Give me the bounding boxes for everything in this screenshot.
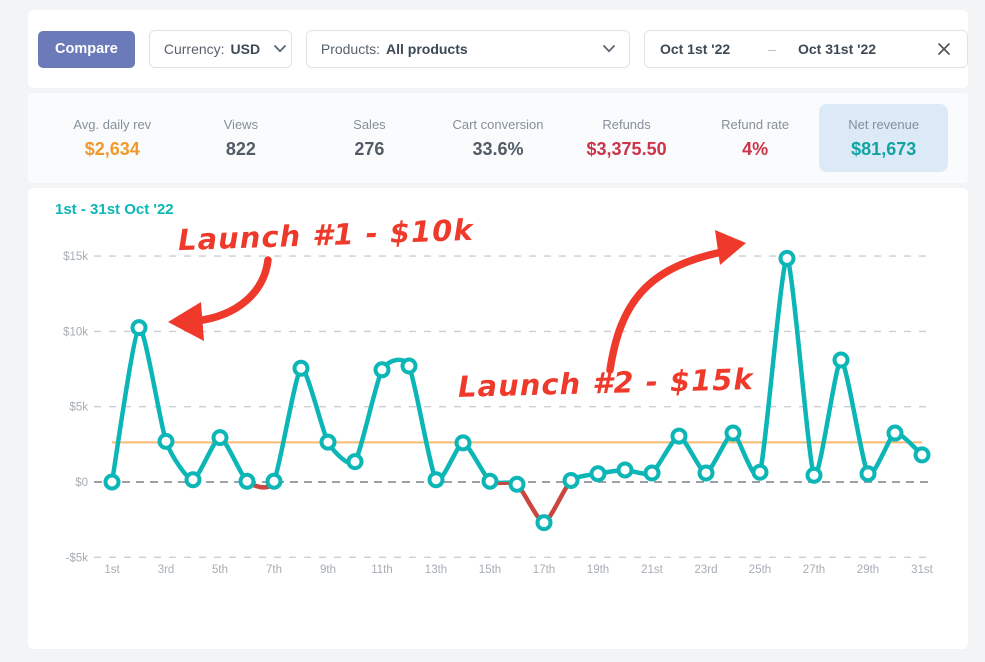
y-axis-tick-label: $5k xyxy=(69,402,88,414)
close-icon[interactable] xyxy=(933,38,955,60)
data-point-marker[interactable] xyxy=(589,465,607,483)
annotation-arrow-2 xyxy=(606,248,726,374)
stat-views[interactable]: Views 822 xyxy=(177,93,306,183)
currency-label: Currency: xyxy=(163,41,225,57)
x-axis-tick-label: 5th xyxy=(212,564,228,576)
stat-net-revenue[interactable]: Net revenue $81,673 xyxy=(819,104,948,172)
chart-title: 1st - 31st Oct '22 xyxy=(55,201,174,218)
x-axis-tick-label: 7th xyxy=(266,564,282,576)
revenue-chart-card: $15k $10k $5k $0 -$5k 1st 3rd 5th 7th 9th 11th 13th… xyxy=(28,188,968,649)
currency-value: USD xyxy=(230,41,261,57)
annotation-arrowhead-1 xyxy=(168,302,204,341)
x-axis-tick-label: 19th xyxy=(587,564,609,576)
data-point-marker[interactable] xyxy=(130,319,148,337)
data-point-marker[interactable] xyxy=(886,424,904,442)
stat-value: 276 xyxy=(354,138,385,159)
date-range-end: Oct 31st '22 xyxy=(798,41,877,57)
x-axis-tick-label: 31st xyxy=(911,564,934,576)
date-range-picker[interactable]: Oct 1st '22 – Oct 31st '22 xyxy=(643,30,968,68)
date-range-start: Oct 1st '22 xyxy=(659,41,731,57)
x-axis-tick-label: 21st xyxy=(641,564,664,576)
y-axis-tick-label: $0 xyxy=(75,477,88,489)
chevron-down-icon xyxy=(603,45,615,53)
chevron-down-icon xyxy=(274,45,287,53)
products-label: Products: xyxy=(320,41,380,57)
x-axis-tick-label: 29th xyxy=(857,564,879,576)
x-axis-tick-label: 17th xyxy=(533,564,555,576)
data-point-marker[interactable] xyxy=(616,461,634,479)
x-axis-tick-label: 23rd xyxy=(694,564,717,576)
data-point-marker[interactable] xyxy=(319,433,337,451)
data-point-marker[interactable] xyxy=(751,463,769,481)
data-point-marker[interactable] xyxy=(670,427,688,445)
data-point-marker[interactable] xyxy=(643,464,661,482)
stat-value: $81,673 xyxy=(851,138,917,159)
data-point-marker[interactable] xyxy=(400,357,418,375)
y-axis-tick-label: $15k xyxy=(63,251,88,263)
y-axis-tick-label: -$5k xyxy=(66,552,89,564)
products-select[interactable]: Products: All products xyxy=(305,30,630,68)
stats-summary-bar: Avg. daily rev $2,634 Views 822 Sales 27… xyxy=(28,93,968,183)
stat-value: 4% xyxy=(742,138,769,159)
data-point-marker[interactable] xyxy=(292,359,310,377)
stat-label: Refund rate xyxy=(721,116,790,132)
stat-label: Refunds xyxy=(602,116,651,132)
data-point-marker[interactable] xyxy=(913,446,931,464)
x-axis-tick-label: 27th xyxy=(803,564,825,576)
data-point-marker[interactable] xyxy=(157,432,175,450)
data-point-marker[interactable] xyxy=(805,466,823,484)
currency-select[interactable]: Currency: USD xyxy=(148,30,292,68)
stat-sales[interactable]: Sales 276 xyxy=(305,93,434,183)
stat-label: Sales xyxy=(353,116,386,132)
data-point-marker[interactable] xyxy=(427,471,445,489)
data-point-marker[interactable] xyxy=(238,472,256,490)
x-axis-tick-label: 3rd xyxy=(158,564,175,576)
stat-label: Views xyxy=(223,116,259,132)
filters-toolbar: Compare Currency: USD Products: All prod… xyxy=(28,10,968,88)
x-axis-tick-label: 25th xyxy=(749,564,771,576)
data-point-marker[interactable] xyxy=(778,249,796,267)
stat-refund-rate[interactable]: Refund rate 4% xyxy=(691,93,820,183)
stat-value: $2,634 xyxy=(84,138,140,159)
data-point-marker[interactable] xyxy=(481,472,499,490)
data-point-marker[interactable] xyxy=(859,465,877,483)
data-point-marker[interactable] xyxy=(373,361,391,379)
products-value: All products xyxy=(386,41,468,57)
y-axis-tick-label: $10k xyxy=(63,326,88,338)
compare-button[interactable]: Compare xyxy=(38,30,135,68)
data-point-marker[interactable] xyxy=(562,471,580,489)
data-point-marker[interactable] xyxy=(211,429,229,447)
data-point-marker[interactable] xyxy=(265,472,283,490)
data-point-marker[interactable] xyxy=(346,453,364,471)
annotation-arrow-1 xyxy=(192,256,272,325)
stat-label: Avg. daily rev xyxy=(73,116,152,132)
stat-avg-daily-rev[interactable]: Avg. daily rev $2,634 xyxy=(48,93,177,183)
data-point-marker[interactable] xyxy=(832,351,850,369)
data-point-marker[interactable] xyxy=(697,464,715,482)
data-point-marker[interactable] xyxy=(724,424,742,442)
stat-value: 33.6% xyxy=(472,138,524,159)
x-axis-tick-label: 9th xyxy=(320,564,336,576)
data-point-marker[interactable] xyxy=(454,434,472,452)
x-axis-tick-label: 1st xyxy=(104,564,120,576)
x-axis-tick-label: 13th xyxy=(425,564,447,576)
data-point-marker[interactable] xyxy=(535,514,553,532)
stat-refunds[interactable]: Refunds $3,375.50 xyxy=(562,93,691,183)
date-range-separator: – xyxy=(768,41,776,57)
stat-value: 822 xyxy=(225,138,256,159)
revenue-line-chart: $15k $10k $5k $0 -$5k 1st 3rd 5th 7th 9th 11th 13th… xyxy=(63,230,934,576)
stat-label: Net revenue xyxy=(848,116,920,132)
stat-cart-conversion[interactable]: Cart conversion 33.6% xyxy=(434,93,563,183)
data-point-marker[interactable] xyxy=(184,471,202,489)
annotation-arrowhead-2 xyxy=(715,230,746,265)
x-axis-tick-label: 15th xyxy=(479,564,501,576)
stat-label: Cart conversion xyxy=(452,116,544,132)
data-point-marker[interactable] xyxy=(508,475,526,493)
x-axis-tick-label: 11th xyxy=(371,564,393,576)
data-point-marker[interactable] xyxy=(103,473,121,491)
stat-value: $3,375.50 xyxy=(586,138,667,159)
